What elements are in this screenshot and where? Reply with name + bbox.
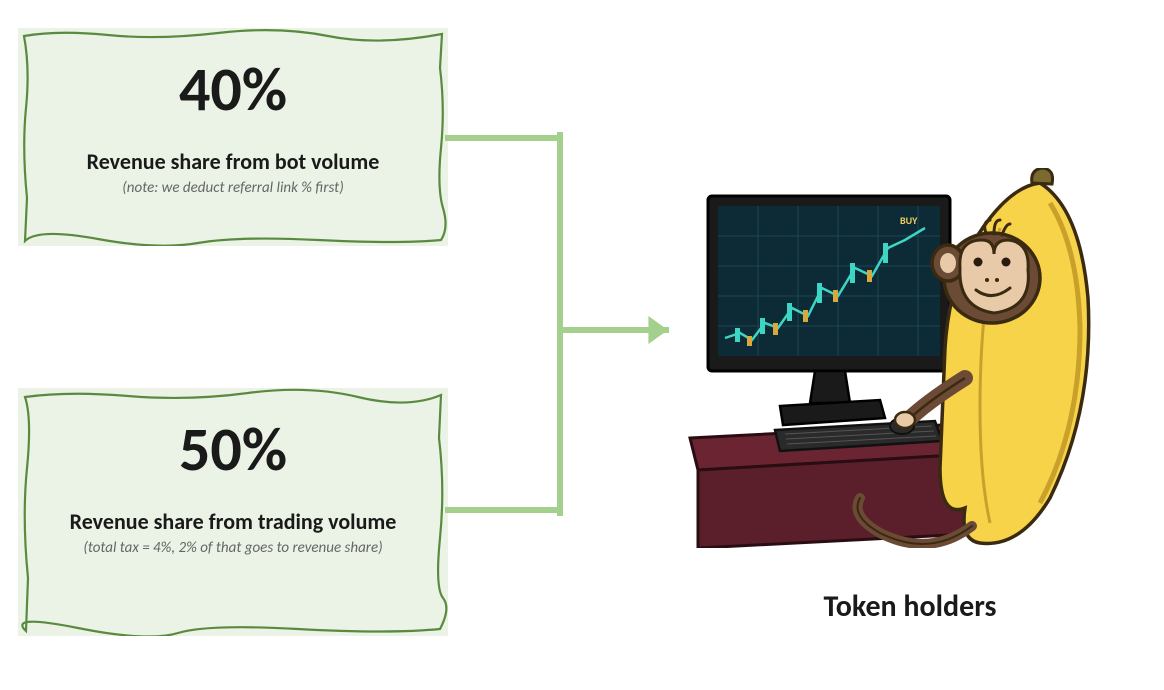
token-holder-illustration: BUY — [680, 168, 1110, 548]
svg-text:BUY: BUY — [900, 214, 918, 227]
token-holders-label: Token holders — [780, 588, 1040, 625]
monitor-icon: BUY — [708, 196, 950, 425]
